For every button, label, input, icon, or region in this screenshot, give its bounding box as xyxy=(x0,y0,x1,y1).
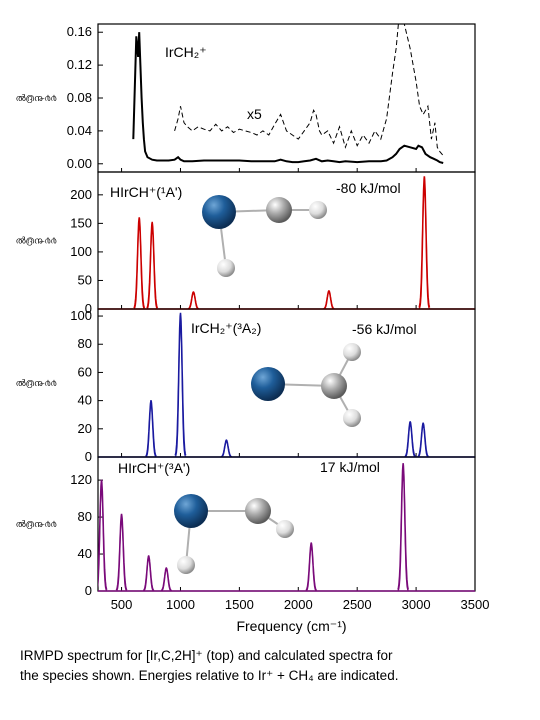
peak-inner-4 xyxy=(404,424,416,457)
peak-inner-4 xyxy=(323,291,335,309)
y-axis-label: ൽ൫൹൪൪ xyxy=(16,520,57,530)
y-axis-label: ൽ൫൹൪൪ xyxy=(16,379,57,389)
panel-2: 0 50 100 150 200 ൽ൫൹൪൪ HIrCH⁺(¹A') -80 kJ/mol xyxy=(16,171,476,316)
peak-3 xyxy=(220,439,233,457)
molecule-irch2-triplet xyxy=(251,343,361,427)
panel-label: IrCH₂⁺ xyxy=(165,44,207,60)
y-axis-label: ൽ൫൹൪൪ xyxy=(16,237,57,247)
panel-label: HIrCH⁺(³A') xyxy=(118,460,190,476)
y-tick-label: 40 xyxy=(78,546,92,561)
panel-label: HIrCH⁺(¹A') xyxy=(110,184,182,200)
x-tick-label: 1500 xyxy=(225,597,254,612)
y-tick-label: 50 xyxy=(78,272,92,287)
panel-frame xyxy=(97,23,476,173)
y-tick-label: 20 xyxy=(78,421,92,436)
peak-inner-3 xyxy=(220,441,232,457)
y-tick-label: 0.12 xyxy=(67,57,92,72)
peak-inner-1 xyxy=(98,488,108,591)
peak-3 xyxy=(187,291,200,309)
panel-3: 0 20 40 60 80 100 ൽ൫൹൪൪ IrCH₂⁺(³A₂) -56 kJ/mol xyxy=(16,308,476,464)
peak-5 xyxy=(305,542,318,591)
peak-1 xyxy=(98,479,108,591)
peak-inner-2 xyxy=(146,228,158,309)
figure-caption: IRMPD spectrum for [Ir,C,2H]⁺ (top) and … xyxy=(20,646,525,686)
peak-inner-1 xyxy=(145,404,157,457)
peak-2 xyxy=(174,312,187,456)
y-tick-label: 100 xyxy=(70,308,92,323)
peak-inner-2 xyxy=(174,324,186,457)
series-line-dashed xyxy=(174,24,444,156)
peak-5 xyxy=(417,422,429,457)
x-tick-label: 2000 xyxy=(284,597,313,612)
scale-annotation: x5 xyxy=(247,106,262,122)
y-tick-label: 120 xyxy=(70,472,92,487)
peak-inner-3 xyxy=(187,292,199,309)
y-tick-label: 80 xyxy=(78,336,92,351)
y-tick-label: 0.16 xyxy=(67,24,92,39)
peak-inner-2 xyxy=(116,520,128,591)
y-tick-label: 60 xyxy=(78,364,92,379)
peak-2 xyxy=(146,221,159,309)
x-tick-label: 3500 xyxy=(461,597,490,612)
peak-inner-1 xyxy=(133,224,145,309)
y-tick-label: 0 xyxy=(85,583,92,598)
panel-4: 0 40 80 120 ൽ൫൹൪൪ HIrCH⁺(³A') 17 kJ/mol 500 1000… xyxy=(16,456,490,634)
panel-1: 0.00 0.04 0.08 0.12 0.16 ൽ൫൹൪൪ IrCH₂⁺ x5 xyxy=(16,23,476,173)
x-tick-label: 1000 xyxy=(166,597,195,612)
x-axis-label: Frequency (cm⁻¹) xyxy=(236,618,346,634)
panels-group: 0.00 0.04 0.08 0.12 0.16 ൽ൫൹൪൪ IrCH₂⁺ x5 0 50 100 1… xyxy=(16,23,490,634)
peak-5 xyxy=(418,176,431,308)
peak-4 xyxy=(404,421,416,457)
peak-inner-4 xyxy=(160,569,172,591)
peak-2 xyxy=(115,513,128,591)
x-tick-label: 500 xyxy=(111,597,133,612)
caption-line-2: the species shown. Energies relative to … xyxy=(20,668,399,683)
caption-line-1: IRMPD spectrum for [Ir,C,2H]⁺ (top) and … xyxy=(20,648,393,663)
x-tick-label: 3000 xyxy=(402,597,431,612)
y-tick-label: 0 xyxy=(85,449,92,464)
y-tick-label: 40 xyxy=(78,393,92,408)
y-tick-label: 200 xyxy=(70,187,92,202)
y-tick-label: 0.08 xyxy=(67,90,92,105)
y-tick-label: 0.00 xyxy=(67,156,92,171)
peak-inner-3 xyxy=(143,558,154,591)
peak-6 xyxy=(397,463,410,590)
peak-3 xyxy=(142,555,155,591)
peak-1 xyxy=(145,400,157,457)
series-line-solid xyxy=(132,32,444,164)
energy-label: 17 kJ/mol xyxy=(320,459,380,475)
peak-4 xyxy=(323,290,335,309)
energy-label: -56 kJ/mol xyxy=(352,321,417,337)
molecule-hirch-triplet xyxy=(174,494,294,574)
peak-inner-5 xyxy=(417,425,429,457)
y-tick-label: 80 xyxy=(78,509,92,524)
y-axis-label: ൽ൫൹൪൪ xyxy=(16,94,57,104)
spectra-figure: 0.00 0.04 0.08 0.12 0.16 ൽ൫൹൪൪ IrCH₂⁺ x5 0 50 100 1… xyxy=(16,23,490,634)
y-tick-label: 100 xyxy=(70,244,92,259)
panel-frame xyxy=(97,308,476,458)
peak-4 xyxy=(160,567,172,591)
peak-inner-5 xyxy=(305,546,317,591)
energy-label: -80 kJ/mol xyxy=(336,180,401,196)
molecule-hirch-singlet xyxy=(202,195,327,277)
y-tick-label: 0.04 xyxy=(67,123,92,138)
peak-inner-6 xyxy=(397,473,409,591)
y-tick-label: 0 xyxy=(85,301,92,316)
x-tick-label: 2500 xyxy=(343,597,372,612)
peak-inner-5 xyxy=(418,187,430,309)
peak-1 xyxy=(133,217,146,309)
panel-label: IrCH₂⁺(³A₂) xyxy=(191,320,261,336)
y-tick-label: 150 xyxy=(70,215,92,230)
